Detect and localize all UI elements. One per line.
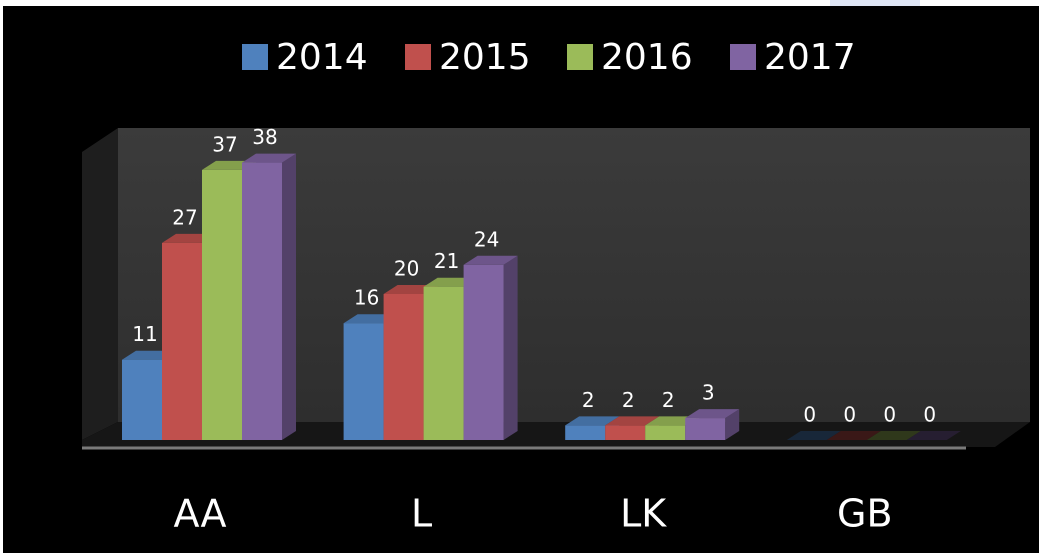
bar bbox=[645, 425, 686, 440]
bar-side bbox=[503, 255, 518, 440]
value-label: 24 bbox=[474, 227, 499, 251]
x-tick-label: AA bbox=[173, 492, 226, 536]
value-label: 16 bbox=[354, 286, 379, 310]
bar-side bbox=[282, 153, 296, 440]
legend-label: 2015 bbox=[439, 37, 531, 78]
bar bbox=[605, 425, 646, 440]
value-label: 2 bbox=[662, 388, 675, 412]
value-label: 11 bbox=[132, 322, 157, 346]
bar-top bbox=[786, 431, 841, 440]
value-label: 0 bbox=[843, 403, 856, 427]
bar bbox=[202, 169, 242, 440]
value-label: 38 bbox=[252, 125, 277, 149]
value-label: 27 bbox=[172, 205, 197, 229]
bar bbox=[565, 425, 606, 440]
legend-label: 2014 bbox=[276, 37, 368, 78]
bar-top bbox=[906, 431, 961, 440]
legend-swatch bbox=[730, 44, 756, 70]
x-tick-label: L bbox=[411, 492, 432, 536]
legend-label: 2016 bbox=[601, 37, 693, 78]
bar bbox=[463, 264, 504, 440]
bar-top bbox=[565, 416, 620, 426]
floor bbox=[82, 422, 1030, 447]
bar-top bbox=[866, 431, 921, 440]
bar bbox=[423, 286, 464, 440]
legend-swatch bbox=[242, 44, 268, 70]
bar-top bbox=[826, 431, 881, 440]
bar-top bbox=[463, 255, 518, 265]
value-label: 37 bbox=[212, 132, 237, 156]
bar bbox=[122, 359, 162, 440]
bar bbox=[162, 242, 202, 440]
value-label: 3 bbox=[702, 381, 715, 405]
bar-top bbox=[605, 416, 660, 426]
x-tick-label: LK bbox=[620, 492, 667, 536]
value-label: 21 bbox=[434, 249, 459, 273]
value-label: 2 bbox=[622, 388, 635, 412]
bar-top bbox=[242, 153, 296, 163]
value-label: 20 bbox=[394, 257, 419, 281]
bar bbox=[383, 294, 424, 440]
bar-top bbox=[685, 409, 740, 419]
value-label: 0 bbox=[923, 403, 936, 427]
bar-side bbox=[725, 409, 740, 440]
value-label: 0 bbox=[803, 403, 816, 427]
side-wall bbox=[82, 128, 118, 440]
bar bbox=[343, 323, 384, 440]
legend-swatch bbox=[405, 44, 431, 70]
value-label: 2 bbox=[582, 388, 595, 412]
bar bbox=[685, 418, 726, 440]
x-tick-label: GB bbox=[837, 492, 893, 536]
legend-label: 2017 bbox=[764, 37, 856, 78]
bar bbox=[242, 162, 282, 440]
value-label: 0 bbox=[883, 403, 896, 427]
legend-swatch bbox=[567, 44, 593, 70]
